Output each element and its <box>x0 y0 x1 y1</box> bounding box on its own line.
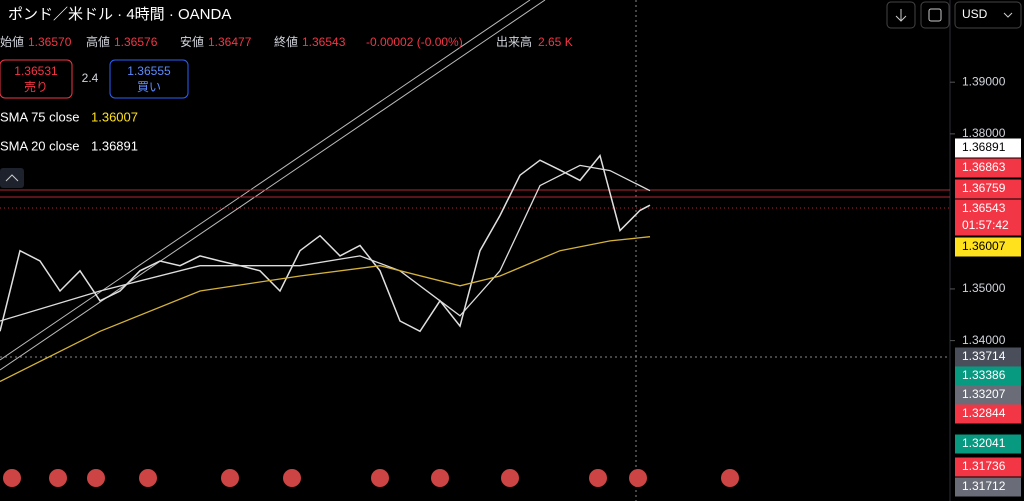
label: 出来高 <box>496 34 532 49</box>
flag-icon <box>3 469 21 487</box>
sma-value: 1.36891 <box>91 138 138 153</box>
flag-icon <box>283 469 301 487</box>
sell-price[interactable]: 1.36531 <box>14 64 58 78</box>
collapse-button[interactable] <box>0 168 24 188</box>
buy-button[interactable] <box>109 59 189 99</box>
trend-line <box>0 0 546 371</box>
price-label-box <box>955 434 1021 454</box>
label: 終値 <box>274 34 298 49</box>
price-label-box <box>955 179 1021 199</box>
price-label: 1.33207 <box>962 387 1006 401</box>
flag-icon <box>139 469 157 487</box>
price-label-box <box>955 385 1021 405</box>
flag-icon <box>501 469 519 487</box>
series-line <box>0 236 651 383</box>
price-label-box <box>955 477 1021 497</box>
price-label: 1.36863 <box>962 160 1006 174</box>
price-label: 1.33386 <box>962 368 1006 382</box>
sma-value: 1.36007 <box>91 109 138 124</box>
value: 1.36477 <box>208 35 252 49</box>
buy-price[interactable]: 1.36555 <box>127 64 171 78</box>
flag-icon <box>721 469 739 487</box>
y-tick-label: 1.38000 <box>962 126 1006 140</box>
y-tick-label: 1.35000 <box>962 281 1006 295</box>
price-label: 1.36007 <box>962 239 1006 253</box>
flag-icon <box>589 469 607 487</box>
label: 安値 <box>180 34 204 49</box>
price-label-box <box>955 366 1021 386</box>
price-label: 1.36759 <box>962 181 1006 195</box>
price-label-box <box>955 237 1021 257</box>
price-label-box <box>955 457 1021 477</box>
price-label: 1.31736 <box>962 459 1006 473</box>
series-line <box>0 164 651 322</box>
price-label-box <box>955 404 1021 424</box>
spread: 2.4 <box>82 71 99 85</box>
download-button[interactable] <box>886 1 916 29</box>
price-label: 1.36891 <box>962 140 1006 154</box>
price-label: 1.36543 <box>962 201 1006 215</box>
sell-label[interactable]: 売り <box>24 79 48 94</box>
price-label-box <box>955 158 1021 178</box>
price-label-box <box>955 138 1021 158</box>
y-tick-label: 1.39000 <box>962 74 1006 88</box>
flag-icon <box>629 469 647 487</box>
sma-name: SMA 20 close <box>0 138 80 153</box>
currency[interactable]: USD <box>962 7 988 21</box>
trend-line <box>0 0 531 361</box>
flag-icon <box>49 469 67 487</box>
price-label: 1.33714 <box>962 349 1006 363</box>
flag-icon <box>431 469 449 487</box>
price-label: 1.32844 <box>962 406 1006 420</box>
price-label: 1.31712 <box>962 479 1006 493</box>
price-label-box <box>955 347 1021 367</box>
price-label: 1.32041 <box>962 436 1006 450</box>
sell-button[interactable] <box>0 59 73 99</box>
value: 1.36543 <box>302 35 346 49</box>
icon <box>895 9 907 22</box>
y-tick-label: 1.34000 <box>962 333 1006 347</box>
event-icons <box>3 469 739 487</box>
value: 1.36570 <box>28 35 72 49</box>
countdown: 01:57:42 <box>962 218 1009 232</box>
symbol: ポンド／米ドル · 4時間 · OANDA <box>8 6 231 23</box>
series-line <box>0 153 651 333</box>
icon <box>928 8 942 22</box>
flag-icon <box>221 469 239 487</box>
sma-name: SMA 75 close <box>0 109 80 124</box>
label: 始値 <box>0 34 24 49</box>
chevron <box>5 174 19 182</box>
buy-label[interactable]: 買い <box>137 80 161 94</box>
price-label-box <box>955 199 1021 236</box>
flag-icon <box>87 469 105 487</box>
icon <box>1003 12 1013 18</box>
change: -0.00002 (-0.00%) <box>366 35 463 49</box>
currency-select[interactable] <box>954 1 1022 29</box>
flag-icon <box>371 469 389 487</box>
label: 高値 <box>86 34 110 49</box>
value: 1.36576 <box>114 35 158 49</box>
reset-button[interactable] <box>920 1 950 29</box>
value: 2.65 K <box>538 35 573 49</box>
